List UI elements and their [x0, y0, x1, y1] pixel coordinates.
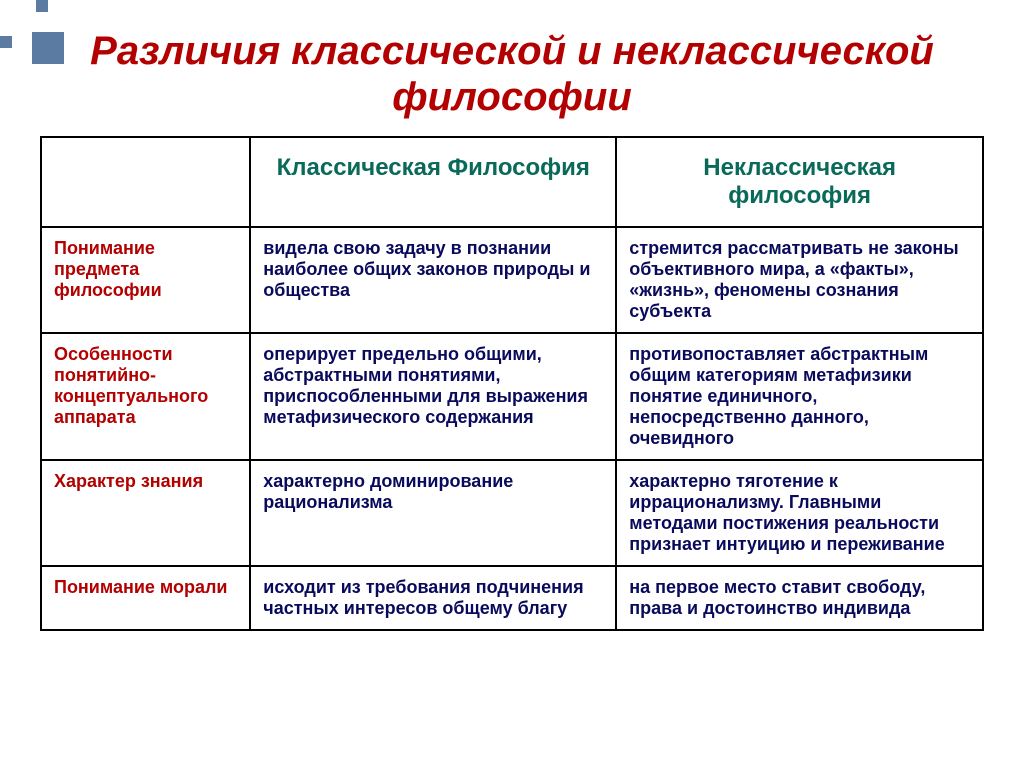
table-row: Понимание морали исходит из требования п…: [41, 566, 983, 630]
table-row: Особенности понятийно-концептуального ап…: [41, 333, 983, 460]
row-label: Особенности понятийно-концептуального ап…: [41, 333, 250, 460]
corner-decoration: [0, 0, 64, 64]
header-classical: Классическая Философия: [250, 137, 616, 227]
header-blank: [41, 137, 250, 227]
table-row: Характер знания характерно доминирование…: [41, 460, 983, 566]
slide-title: Различия классической и неклассической ф…: [0, 0, 1024, 136]
cell-nonclassical: на первое место ставит свободу, права и …: [616, 566, 983, 630]
row-label: Понимание предмета философии: [41, 227, 250, 333]
cell-classical: исходит из требования подчинения частных…: [250, 566, 616, 630]
cell-classical: характерно доминирование рационализма: [250, 460, 616, 566]
row-label: Характер знания: [41, 460, 250, 566]
cell-nonclassical: противопоставляет абстрактным общим кате…: [616, 333, 983, 460]
comparison-table-wrap: Классическая Философия Неклассическая фи…: [0, 136, 1024, 631]
cell-nonclassical: стремится рассматривать не законы объект…: [616, 227, 983, 333]
table-header-row: Классическая Философия Неклассическая фи…: [41, 137, 983, 227]
comparison-table: Классическая Философия Неклассическая фи…: [40, 136, 984, 631]
cell-classical: оперирует предельно общими, абстрактными…: [250, 333, 616, 460]
header-nonclassical: Неклассическая философия: [616, 137, 983, 227]
cell-classical: видела свою задачу в познании наиболее о…: [250, 227, 616, 333]
row-label: Понимание морали: [41, 566, 250, 630]
cell-nonclassical: характерно тяготение к иррационализму. Г…: [616, 460, 983, 566]
table-row: Понимание предмета философии видела свою…: [41, 227, 983, 333]
